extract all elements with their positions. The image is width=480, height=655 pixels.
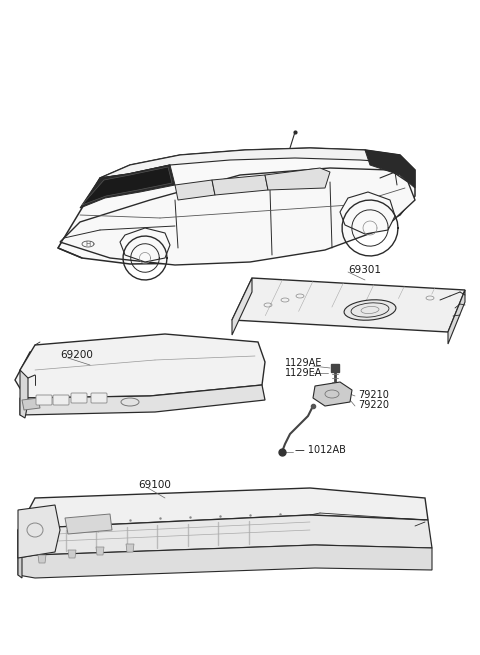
Text: 69301: 69301 <box>348 265 381 275</box>
Polygon shape <box>15 340 262 405</box>
Polygon shape <box>22 398 40 410</box>
Ellipse shape <box>344 300 396 320</box>
Polygon shape <box>38 555 46 563</box>
Polygon shape <box>82 167 172 205</box>
Text: 79210: 79210 <box>358 390 389 400</box>
Polygon shape <box>60 168 415 265</box>
Polygon shape <box>365 150 415 188</box>
Polygon shape <box>448 290 465 344</box>
Polygon shape <box>18 545 432 578</box>
Polygon shape <box>18 530 22 578</box>
Polygon shape <box>313 382 352 406</box>
FancyBboxPatch shape <box>71 393 87 403</box>
Polygon shape <box>96 547 104 555</box>
Polygon shape <box>265 168 330 190</box>
Polygon shape <box>340 192 395 234</box>
Polygon shape <box>18 505 60 558</box>
Polygon shape <box>18 488 428 530</box>
FancyBboxPatch shape <box>53 395 69 405</box>
Text: 69200: 69200 <box>60 350 93 360</box>
Text: H: H <box>85 241 91 247</box>
Polygon shape <box>80 165 175 208</box>
Polygon shape <box>232 278 465 332</box>
Polygon shape <box>126 544 134 552</box>
Polygon shape <box>212 175 268 195</box>
Polygon shape <box>175 180 215 200</box>
Polygon shape <box>20 334 265 398</box>
Polygon shape <box>65 514 112 534</box>
Polygon shape <box>68 550 76 558</box>
Polygon shape <box>232 278 252 335</box>
Polygon shape <box>120 228 170 262</box>
Text: — 1012AB: — 1012AB <box>295 445 346 455</box>
Polygon shape <box>20 370 28 418</box>
Polygon shape <box>20 385 265 415</box>
Polygon shape <box>58 148 415 264</box>
FancyBboxPatch shape <box>36 395 52 405</box>
Text: 1129AE: 1129AE <box>285 358 323 368</box>
Polygon shape <box>18 515 432 558</box>
Text: 69100: 69100 <box>138 480 171 490</box>
Text: 1129EA: 1129EA <box>285 368 323 378</box>
Polygon shape <box>100 148 390 178</box>
FancyBboxPatch shape <box>91 393 107 403</box>
Text: 79220: 79220 <box>358 400 389 410</box>
